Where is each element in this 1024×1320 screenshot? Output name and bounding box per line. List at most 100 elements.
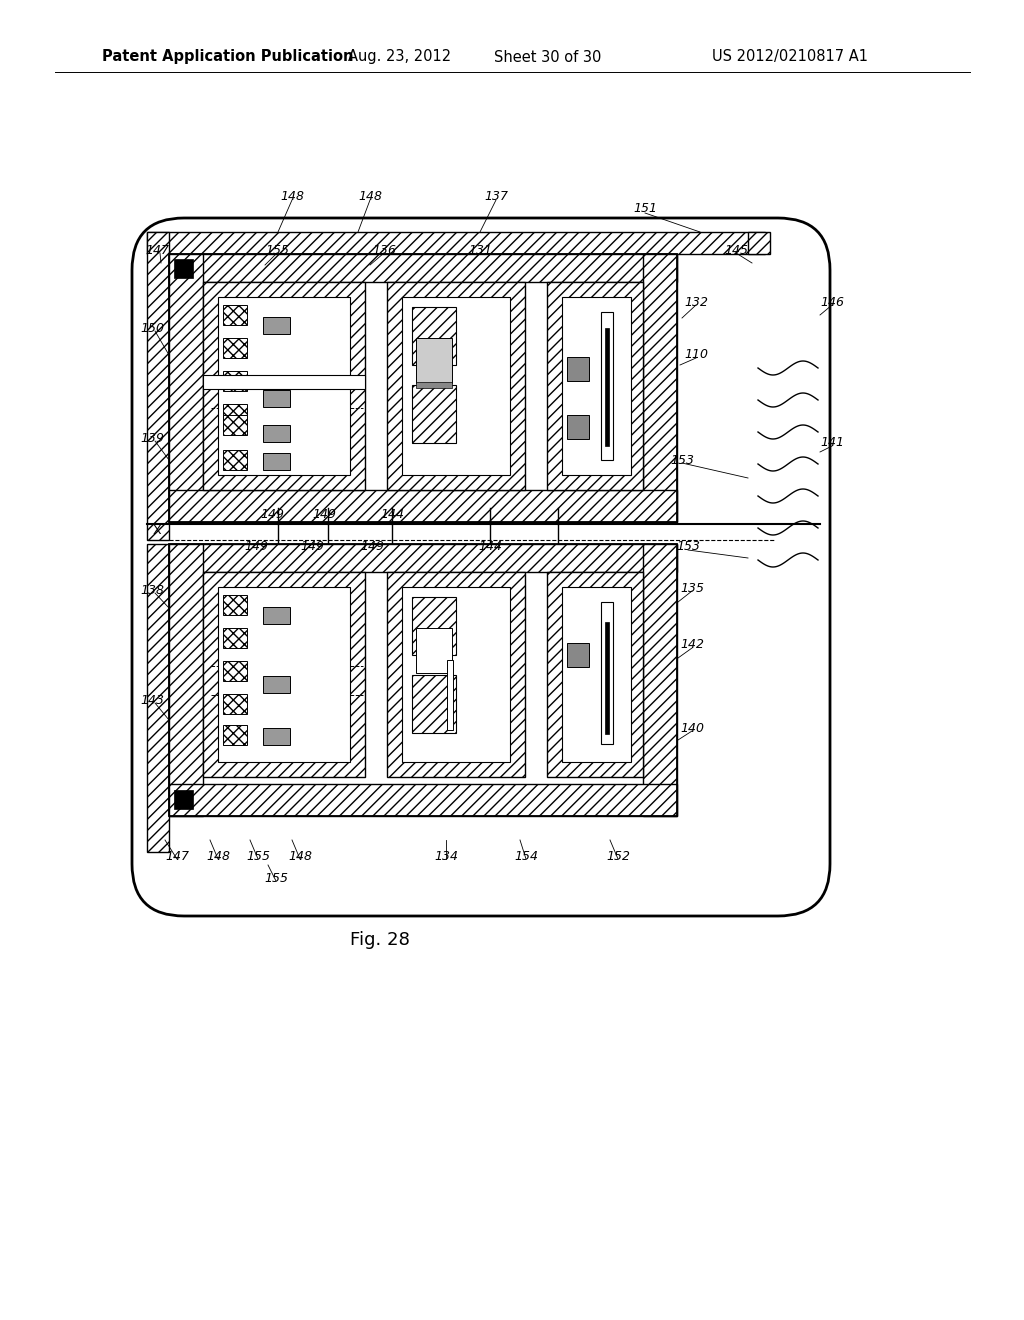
Text: 147: 147 [165, 850, 189, 862]
Bar [223, 450, 247, 470]
Bar [169, 544, 203, 816]
Bar [169, 544, 677, 816]
Bar [218, 297, 350, 475]
Bar [223, 595, 247, 615]
Bar [218, 587, 350, 762]
Bar [169, 253, 203, 521]
Bar [169, 544, 677, 572]
Text: 133: 133 [476, 296, 500, 309]
Text: 149: 149 [360, 540, 384, 553]
Bar [562, 297, 631, 475]
Bar [174, 259, 193, 279]
Bar [263, 389, 290, 407]
Text: 149: 149 [244, 540, 268, 553]
Bar [263, 317, 290, 334]
Text: 136: 136 [372, 243, 396, 256]
Bar [223, 371, 247, 391]
Text: 155: 155 [246, 850, 270, 862]
Bar [387, 572, 525, 777]
Bar [174, 789, 193, 809]
Bar [748, 232, 770, 253]
Text: 143: 143 [140, 693, 164, 706]
Bar [203, 572, 365, 777]
Text: 141: 141 [820, 437, 844, 450]
Text: 147: 147 [145, 243, 169, 256]
Text: 149: 149 [260, 507, 284, 520]
Bar [643, 253, 677, 521]
Text: 135: 135 [680, 582, 705, 594]
Text: 138: 138 [140, 583, 164, 597]
Text: Patent Application Publication: Patent Application Publication [102, 49, 353, 65]
Text: US 2012/0210817 A1: US 2012/0210817 A1 [712, 49, 868, 65]
Bar [601, 312, 613, 459]
Bar [562, 587, 631, 762]
Bar [223, 694, 247, 714]
Text: 139: 139 [140, 432, 164, 445]
Text: 131: 131 [468, 243, 492, 256]
Text: 148: 148 [288, 850, 312, 862]
Bar [169, 784, 677, 816]
Text: Sheet 30 of 30: Sheet 30 of 30 [495, 49, 602, 65]
Bar [567, 356, 589, 381]
Text: 154: 154 [514, 850, 538, 862]
Text: 155: 155 [265, 243, 289, 256]
Text: 151: 151 [633, 202, 657, 215]
Bar [605, 327, 609, 446]
Bar [263, 607, 290, 624]
Bar [263, 729, 290, 744]
Text: Aug. 23, 2012: Aug. 23, 2012 [348, 49, 452, 65]
Bar [169, 253, 677, 282]
Bar [203, 282, 365, 490]
Bar [147, 544, 169, 851]
Bar [416, 381, 452, 388]
Bar [412, 597, 456, 655]
Text: 148: 148 [206, 850, 230, 862]
Text: 145: 145 [724, 243, 748, 256]
Text: 137: 137 [484, 190, 508, 202]
Bar [223, 414, 247, 436]
Bar [567, 643, 589, 667]
Bar [147, 232, 169, 540]
Text: 134: 134 [434, 850, 458, 862]
Text: 110: 110 [684, 348, 708, 362]
Bar [169, 253, 677, 521]
Text: 144: 144 [380, 507, 404, 520]
Text: 153: 153 [676, 540, 700, 553]
Bar [601, 602, 613, 744]
Bar [223, 661, 247, 681]
Text: 144: 144 [478, 540, 502, 553]
Bar [567, 414, 589, 440]
Bar [203, 375, 365, 389]
Text: 142: 142 [680, 639, 705, 652]
Bar [223, 305, 247, 325]
Text: 149: 149 [312, 507, 336, 520]
Bar [387, 282, 525, 490]
Text: 140: 140 [680, 722, 705, 734]
Text: 146: 146 [820, 296, 844, 309]
Bar [263, 453, 290, 470]
Bar [547, 282, 643, 490]
Bar [416, 338, 452, 383]
Bar [402, 297, 510, 475]
Bar [547, 572, 643, 777]
Bar [223, 338, 247, 358]
Text: 155: 155 [264, 871, 288, 884]
Bar [416, 628, 452, 673]
Bar [223, 725, 247, 744]
Bar [412, 385, 456, 444]
Bar [147, 232, 765, 253]
Text: 153: 153 [670, 454, 694, 466]
Bar [412, 308, 456, 366]
Bar [605, 622, 609, 734]
Bar [223, 628, 247, 648]
Text: 132: 132 [684, 296, 708, 309]
Bar [169, 490, 677, 521]
Text: 149: 149 [300, 540, 324, 553]
Bar [263, 425, 290, 442]
Text: X: X [153, 524, 162, 537]
Bar [402, 587, 510, 762]
Bar [412, 675, 456, 733]
Bar [447, 660, 453, 730]
Text: 150: 150 [140, 322, 164, 334]
Bar [263, 676, 290, 693]
